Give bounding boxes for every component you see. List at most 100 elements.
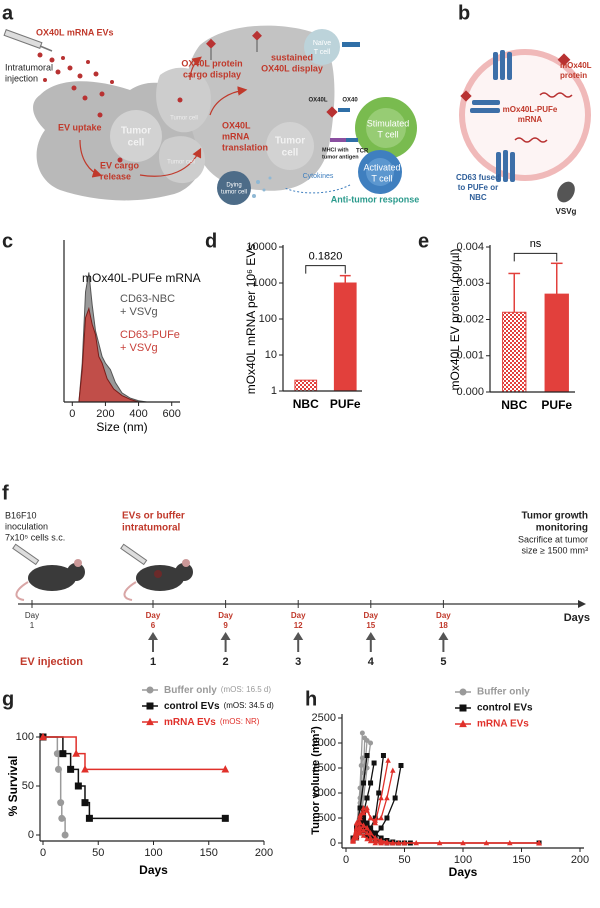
legend-entry: mRNA EVs	[477, 719, 529, 730]
point	[364, 820, 370, 826]
y-tick-label: 0.000	[456, 386, 484, 398]
point	[390, 767, 396, 773]
schematic-text: protein	[560, 71, 587, 80]
x-axis-label: Days	[449, 865, 478, 879]
x-tick-label: NBC	[501, 398, 527, 412]
injection-arrowhead	[365, 632, 376, 640]
point	[59, 750, 67, 758]
point	[371, 760, 377, 766]
point	[376, 790, 382, 796]
schematic-text: to PUFe or	[458, 183, 498, 192]
schematic-text: OX40L	[222, 120, 251, 130]
schematic-text: OX40L mRNA EVs	[36, 27, 114, 37]
point	[359, 755, 365, 761]
schematic-text: sustained	[271, 52, 313, 62]
point	[58, 814, 66, 822]
day-label: Day	[436, 611, 451, 620]
x-tick-label: 150	[200, 847, 218, 859]
y-axis-label: mOx40L mRNA per 10⁶ EVs	[244, 244, 258, 395]
panel-label: e	[418, 230, 429, 252]
point	[380, 753, 386, 758]
y-tick-label: 10	[265, 349, 277, 361]
legend-name: control EVs	[164, 701, 220, 712]
schematic-text: CD63 fused	[456, 173, 500, 182]
legend-note: (mOS: NR)	[220, 717, 260, 726]
point	[360, 822, 367, 828]
schematic-text: cell	[282, 148, 299, 159]
x-tick-label: 200	[571, 854, 589, 866]
legend-entry: mRNA EVs (mOS: NR)	[164, 717, 260, 728]
schematic-text: OX40L display	[261, 63, 323, 73]
schematic-text: cargo display	[183, 69, 241, 79]
x-tick-label: PUFe	[541, 398, 572, 412]
schematic-text: MHCI with	[322, 147, 349, 153]
day-number: 12	[294, 621, 303, 630]
schematic-text: Activated	[363, 162, 400, 172]
x-axis-label: Size (nm)	[96, 420, 147, 434]
x-tick-label: 0	[343, 854, 349, 866]
y-tick-label: 2500	[312, 712, 336, 724]
x-tick-label: 150	[512, 854, 530, 866]
point	[390, 840, 396, 846]
y-tick-label: 0.002	[456, 313, 484, 325]
schematic-text: release	[100, 171, 131, 181]
schematic-text: tumor cell	[221, 190, 247, 196]
schematic-text: EV uptake	[58, 122, 102, 132]
injection-number: 4	[368, 656, 375, 668]
x-tick-label: 600	[163, 408, 181, 420]
schematic-text: OX40L protein	[181, 58, 242, 68]
point	[357, 820, 363, 826]
legend-marker	[146, 717, 154, 726]
y-tick-label: 0.003	[456, 277, 484, 289]
y-tick-label: 0.001	[456, 350, 484, 362]
point	[372, 835, 378, 841]
schematic-text: mOx40L	[560, 61, 592, 70]
point	[360, 805, 367, 811]
point	[361, 815, 367, 821]
panel-label: d	[205, 230, 217, 252]
point	[221, 765, 230, 773]
y-tick-label: 1	[271, 385, 277, 397]
day-label: Day	[25, 611, 39, 620]
legend-marker	[459, 688, 467, 696]
schematic-text: Anti-tumor response	[331, 194, 420, 204]
y-axis-label: Tumor volume (mm³)	[310, 726, 322, 835]
x-axis-label: Days	[139, 863, 168, 877]
schematic-text: OX40	[342, 98, 358, 104]
point	[392, 795, 398, 801]
point	[368, 825, 374, 831]
point	[353, 832, 360, 838]
point	[378, 795, 384, 801]
bar	[294, 379, 318, 392]
schematic-text: mRNA	[518, 115, 543, 124]
timeline-text: size ≥ 1500 mm³	[522, 545, 588, 555]
point	[364, 753, 370, 758]
point	[536, 840, 542, 846]
panel-label: b	[458, 2, 470, 24]
survival-line	[43, 736, 226, 771]
schematic-b-art	[459, 49, 591, 203]
day-label: Day	[363, 611, 378, 620]
y-tick-label: 1000	[253, 277, 277, 289]
legend-entry: control EVs (mOS: 34.5 d)	[164, 701, 274, 712]
point	[61, 831, 69, 839]
y-tick-label: 50	[22, 780, 34, 792]
schematic-a-art	[3, 25, 417, 205]
timeline-text: monitoring	[536, 523, 588, 534]
y-axis-label: mOx40L EV protein (pg/µl)	[448, 249, 462, 391]
schematic-text: TCR	[356, 149, 369, 155]
injection-arrowhead	[148, 632, 158, 640]
y-tick-label: 0.004	[456, 241, 484, 253]
point	[53, 750, 61, 758]
schematic-text: NBC	[469, 193, 487, 202]
day-label: Day	[291, 611, 306, 620]
y-tick-label: 0	[330, 837, 336, 849]
point	[364, 738, 370, 743]
bar	[502, 311, 527, 393]
y-tick-label: 0	[28, 829, 34, 841]
schematic-text: Tumor	[121, 126, 151, 137]
point	[350, 837, 356, 843]
point	[384, 795, 390, 801]
